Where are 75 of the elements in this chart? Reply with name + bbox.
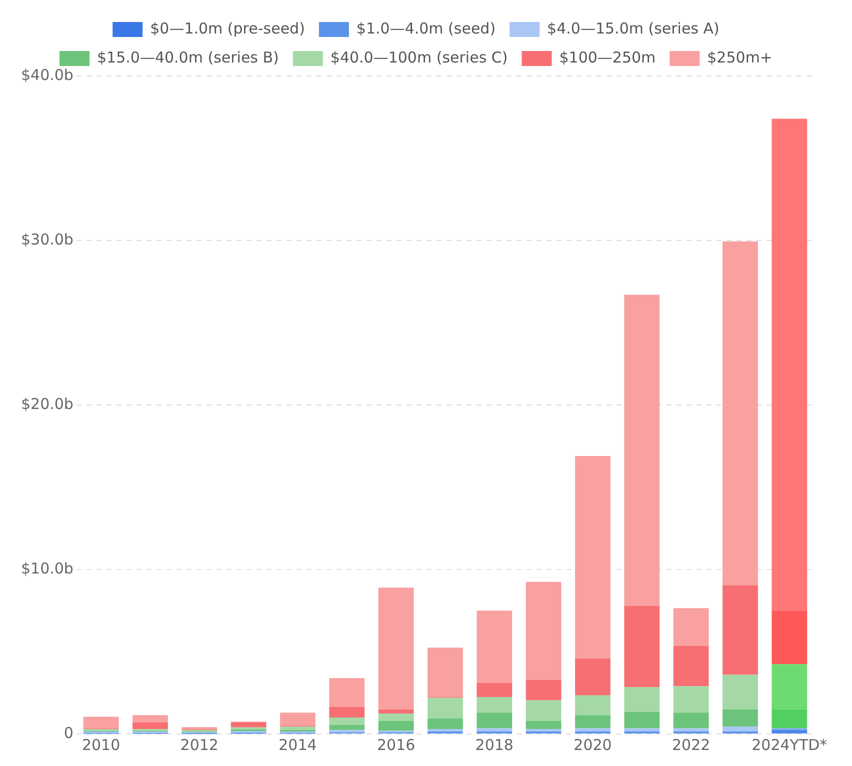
x-tick-label: 2020 <box>574 736 612 754</box>
bar <box>526 720 562 730</box>
y-tick-label: $20.0b <box>20 394 74 413</box>
bar <box>476 728 512 732</box>
bar <box>329 730 365 732</box>
bar <box>132 715 168 722</box>
bar <box>329 706 365 718</box>
x-tick-label: 2022 <box>672 736 710 754</box>
x-tick-label: 2024YTD* <box>752 736 828 754</box>
y-tick-label: $10.0b <box>20 559 74 578</box>
bar <box>428 729 463 732</box>
y-tick-label: $40.0b <box>20 66 74 84</box>
x-tick-label: 2010 <box>82 736 120 754</box>
bar <box>526 700 562 721</box>
bar <box>772 709 808 728</box>
bar <box>772 610 808 664</box>
y-tick-label: $30.0b <box>20 230 74 248</box>
bar <box>575 728 610 732</box>
bar <box>476 712 512 728</box>
legend-label: $4.0—15.0m (series A) <box>547 19 720 38</box>
bar <box>476 683 512 697</box>
legend-label: $40.0—100m (series C) <box>330 48 508 66</box>
bar <box>624 728 660 732</box>
bar <box>722 241 758 586</box>
legend-label: $100—250m <box>559 48 656 66</box>
bar <box>722 726 758 732</box>
bar <box>575 658 610 696</box>
bar <box>772 664 808 710</box>
bar <box>673 712 709 728</box>
bar <box>280 712 316 726</box>
bar <box>230 722 266 728</box>
bar <box>673 608 709 646</box>
y-tick-label: 0 <box>64 724 74 742</box>
bar <box>624 606 660 688</box>
x-tick-label: 2012 <box>180 736 218 754</box>
bar <box>182 727 218 730</box>
bar <box>329 724 365 730</box>
bar <box>624 687 660 712</box>
bar <box>722 585 758 675</box>
bar <box>329 718 365 725</box>
bar <box>428 718 463 730</box>
bar <box>132 722 168 730</box>
bar <box>526 582 562 680</box>
x-tick-label: 2014 <box>278 736 317 754</box>
legend-label: $250m+ <box>707 48 772 66</box>
bar <box>575 695 610 716</box>
bar <box>329 678 365 707</box>
x-tick-label: 2016 <box>376 736 416 754</box>
bar <box>722 709 758 727</box>
bar <box>575 456 610 658</box>
bar <box>83 716 119 728</box>
bar <box>378 713 414 721</box>
bar <box>476 696 512 713</box>
legend-label: $15.0—40.0m (series B) <box>97 48 279 66</box>
bar <box>772 730 808 734</box>
legend-label: $1.0—4.0m (seed) <box>356 19 496 38</box>
bar <box>575 715 610 728</box>
bar <box>526 680 562 700</box>
bar <box>673 728 709 732</box>
bar <box>673 686 709 713</box>
bar <box>476 610 512 684</box>
x-tick-label: 2018 <box>475 736 514 754</box>
bar <box>526 729 562 732</box>
legend-label: $0—1.0m (pre-seed) <box>150 19 305 38</box>
bar <box>428 698 463 718</box>
bar <box>378 709 414 714</box>
bar <box>673 646 709 686</box>
bar <box>624 712 660 728</box>
bar <box>428 648 463 697</box>
bar <box>378 720 414 731</box>
bar <box>722 674 758 710</box>
bar <box>280 726 316 730</box>
bar <box>378 588 414 710</box>
bar <box>624 294 660 606</box>
bar <box>772 118 808 611</box>
